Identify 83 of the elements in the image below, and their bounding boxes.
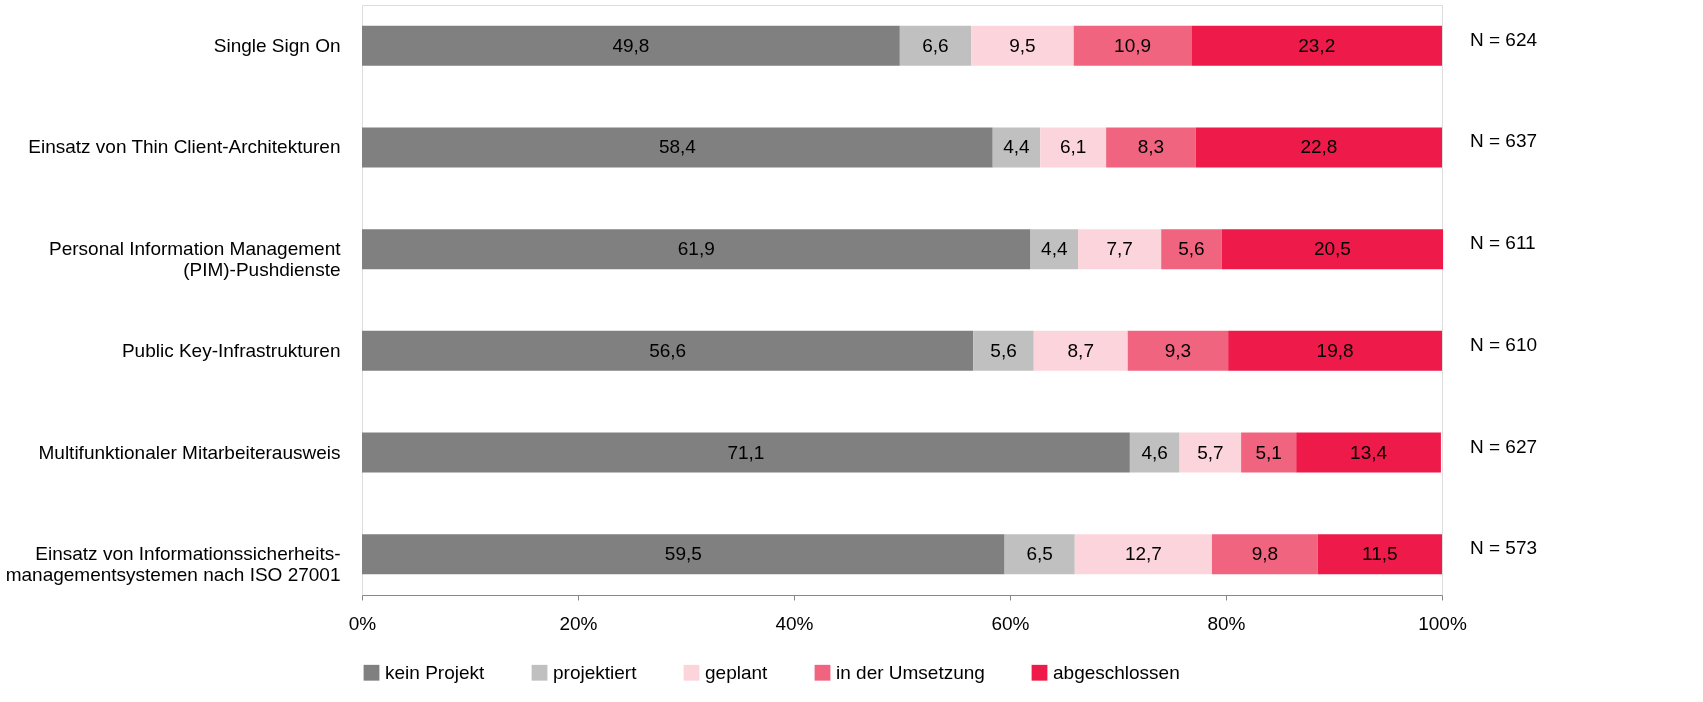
data-label: 20,5 bbox=[1313, 238, 1351, 260]
data-label: 61,9 bbox=[677, 238, 715, 260]
y-tick-label: Einsatz von Thin Client-Architekturen bbox=[28, 136, 341, 158]
y-tick-label: Single Sign On bbox=[213, 34, 341, 56]
text: N = 573 bbox=[1470, 537, 1538, 559]
data-label: 6,5 bbox=[1026, 543, 1053, 565]
bar bbox=[1221, 229, 1444, 270]
y-tick-label: Personal Information Management (PIM)-Pushdienste bbox=[49, 238, 342, 281]
data-label: 4,6 bbox=[1141, 441, 1168, 463]
x-tick-label: 40% bbox=[775, 612, 814, 634]
y-tick-label: Multifunktionaler Mitarbeiterausweis bbox=[38, 441, 341, 463]
text: N = 637 bbox=[1470, 130, 1538, 152]
x-tick-label: 80% bbox=[1207, 612, 1246, 634]
bar bbox=[1040, 127, 1107, 168]
bar bbox=[362, 534, 1005, 575]
bar bbox=[1030, 229, 1079, 270]
data-label: 7,7 bbox=[1106, 238, 1133, 260]
data-label: 5,1 bbox=[1255, 441, 1282, 463]
legend-label: projektiert bbox=[553, 661, 638, 683]
bar bbox=[1074, 534, 1212, 575]
x-tick-label: 0% bbox=[348, 612, 377, 634]
bar bbox=[1127, 330, 1229, 371]
bar bbox=[1073, 25, 1192, 66]
bar bbox=[1191, 25, 1442, 66]
bar bbox=[362, 432, 1130, 473]
data-label: 4,4 bbox=[1003, 136, 1031, 158]
bar bbox=[992, 127, 1041, 168]
data-label: 9,8 bbox=[1251, 543, 1279, 565]
bar bbox=[1078, 229, 1162, 270]
data-label: 12,7 bbox=[1124, 543, 1162, 565]
legend-label: geplant bbox=[705, 661, 769, 683]
data-label: 8,3 bbox=[1137, 136, 1165, 158]
bar bbox=[1296, 432, 1441, 473]
text: N = 627 bbox=[1470, 435, 1538, 457]
data-label: 5,7 bbox=[1197, 441, 1224, 463]
data-label: 5,6 bbox=[1178, 238, 1205, 260]
text: N = 610 bbox=[1470, 333, 1538, 355]
data-label: 6,1 bbox=[1059, 136, 1087, 158]
text: N = 624 bbox=[1470, 28, 1538, 50]
bar bbox=[1211, 534, 1318, 575]
data-label: 9,5 bbox=[1009, 34, 1036, 56]
bar bbox=[1129, 432, 1180, 473]
data-label: 59,5 bbox=[664, 543, 702, 565]
bar bbox=[899, 25, 972, 66]
bar bbox=[362, 229, 1031, 270]
text: N = 611 bbox=[1470, 232, 1536, 254]
bar bbox=[971, 25, 1074, 66]
legend-label: abgeschlossen bbox=[1053, 661, 1180, 683]
bar bbox=[1195, 127, 1442, 168]
legend-label: in der Umsetzung bbox=[836, 661, 985, 683]
x-tick-label: 100% bbox=[1418, 612, 1467, 634]
data-label: 58,4 bbox=[658, 136, 697, 158]
data-label: 4,4 bbox=[1041, 238, 1068, 260]
bar bbox=[1317, 534, 1442, 575]
bar bbox=[1161, 229, 1222, 270]
bar bbox=[1228, 330, 1442, 371]
data-label: 13,4 bbox=[1350, 441, 1388, 463]
x-tick-label: 60% bbox=[991, 612, 1030, 634]
data-label: 6,6 bbox=[922, 34, 949, 56]
bar bbox=[1179, 432, 1242, 473]
bar bbox=[1004, 534, 1075, 575]
data-label: 5,6 bbox=[990, 339, 1017, 361]
bar bbox=[1241, 432, 1297, 473]
data-label: 19,8 bbox=[1316, 339, 1354, 361]
bar bbox=[973, 330, 1034, 371]
data-label: 49,8 bbox=[612, 34, 650, 56]
data-label: 11,5 bbox=[1362, 543, 1398, 565]
bar bbox=[1033, 330, 1128, 371]
data-label: 71,1 bbox=[727, 441, 765, 463]
y-tick-label: Public Key-Infrastrukturen bbox=[121, 339, 341, 361]
y-tick-label: Einsatz von Informationssicherheits- managementsystemen nach ISO 27001 bbox=[5, 543, 341, 586]
x-tick-label: 20% bbox=[559, 612, 598, 634]
bar bbox=[362, 127, 993, 168]
legend-label: kein Projekt bbox=[385, 661, 485, 683]
bar bbox=[362, 25, 900, 66]
data-label: 23,2 bbox=[1298, 34, 1336, 56]
data-label: 10,9 bbox=[1114, 34, 1152, 56]
data-label: 22,8 bbox=[1300, 136, 1338, 158]
data-label: 9,3 bbox=[1164, 339, 1192, 361]
data-label: 8,7 bbox=[1067, 339, 1094, 361]
data-label: 56,6 bbox=[649, 339, 687, 361]
bar bbox=[362, 330, 974, 371]
bar bbox=[1106, 127, 1196, 168]
